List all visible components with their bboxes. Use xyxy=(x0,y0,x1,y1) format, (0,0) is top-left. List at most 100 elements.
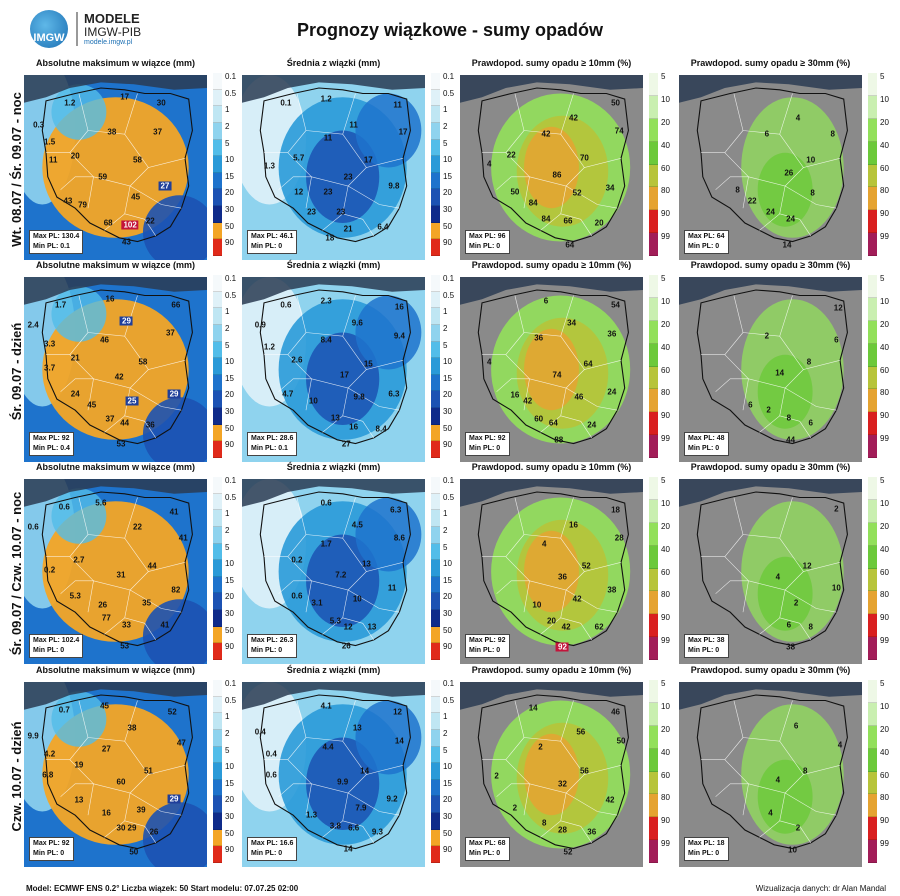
stats-line: Min PL: 0 xyxy=(33,850,65,857)
colorbar-tick-label: 0.1 xyxy=(225,679,237,688)
map-value-label: 50 xyxy=(129,847,139,857)
region-border xyxy=(496,580,530,594)
stats-line: Max PL: 26.3 xyxy=(251,637,294,644)
author-credit: Wizualizacja danych: dr Alan Mandal xyxy=(755,884,886,893)
map-value-label: 43 xyxy=(122,237,131,246)
map-value-label: 44 xyxy=(147,561,157,571)
map-value-label: 0.2 xyxy=(44,565,56,575)
colorbar-tick-label: 20 xyxy=(661,521,670,531)
precip-field xyxy=(355,700,422,775)
colorbar-swatch xyxy=(649,725,658,749)
colorbar-swatch xyxy=(649,187,658,211)
value-labels: 6 54 34 36 36 4 74 64 16 42 46 24 60 64 24 88 xyxy=(460,277,643,462)
map-value-label: 66 xyxy=(171,300,181,310)
map-value-label: 2.7 xyxy=(73,555,85,565)
map-value-label: 4.2 xyxy=(44,749,56,759)
colorbar-swatch xyxy=(868,412,877,436)
colorbar-swatch xyxy=(431,222,440,240)
stats-line: Max PL: 28.6 xyxy=(251,435,294,442)
region-border xyxy=(278,378,312,392)
map-value-label: 12 xyxy=(393,707,402,717)
colorbar-swatch xyxy=(649,164,658,188)
panel-title: Prawdopod. sumy opadu ≥ 30mm (%) xyxy=(690,58,851,68)
colorbar-swatch xyxy=(868,141,877,165)
map-value-label: 27 xyxy=(158,181,172,191)
precip-field xyxy=(757,152,813,227)
stats-box: Max PL: 92 Min PL: 0 xyxy=(29,837,74,861)
colorbar-swatch xyxy=(868,748,877,772)
map-value-label: 35 xyxy=(142,598,152,608)
region-border xyxy=(342,415,375,439)
colorbar-swatch xyxy=(649,412,658,436)
pct-colorbar xyxy=(649,680,658,863)
colorbar-tick-label: 10 xyxy=(443,762,452,772)
map-value-label: 0.9 xyxy=(254,320,266,330)
colorbar-swatch xyxy=(431,543,440,561)
map-value-label: 41 xyxy=(160,620,170,630)
colorbar-tick-label: 2 xyxy=(225,121,230,131)
colorbar-swatch xyxy=(431,713,440,730)
colorbar-swatch xyxy=(213,576,222,594)
colorbar-swatch xyxy=(649,545,658,569)
colorbar-tick-label: 99 xyxy=(661,636,670,646)
colorbar-tick-label: 2 xyxy=(225,728,230,738)
stats-line: Max PL: 92 xyxy=(469,435,506,442)
map-value-label: 16 xyxy=(394,302,404,312)
forecast-map: 14 46 56 50 2 56 2 32 42 2 8 28 36 52 Max PL: 68 Min PL… xyxy=(460,682,643,867)
forecast-map: 12 2 6 14 8 6 2 8 6 44 Max PL: 48 Min PL: 0 xyxy=(679,277,862,462)
colorbar-tick-label: 50 xyxy=(225,625,234,635)
precip-field xyxy=(142,802,207,867)
map-value-label: 6 xyxy=(793,721,799,731)
map-value-label: 8 xyxy=(810,188,815,198)
region-border xyxy=(715,783,749,797)
colorbar-swatch xyxy=(431,643,440,660)
map-value-label: 10 xyxy=(806,155,816,165)
colorbar-swatch xyxy=(431,680,440,697)
map-value-label: 2 xyxy=(764,331,770,341)
map-value-label: 2 xyxy=(494,771,499,781)
colorbar-swatch xyxy=(649,794,658,818)
stats-line: Max PL: 102.4 xyxy=(33,637,80,644)
region-border xyxy=(264,295,307,355)
region-border xyxy=(46,295,89,355)
map-value-label: 74 xyxy=(552,370,562,380)
colorbar-tick-label: 80 xyxy=(880,793,889,803)
region-border xyxy=(60,176,94,190)
map-value-label: 53 xyxy=(120,641,130,650)
map-value-label: 12 xyxy=(833,303,843,313)
stats-line: Min PL: 0.1 xyxy=(33,243,70,250)
panel-title: Prawdopod. sumy opadu ≥ 10mm (%) xyxy=(471,260,632,270)
region-border xyxy=(715,176,749,190)
colorbar-tick-label: 20 xyxy=(661,724,670,734)
map-value-label: 8 xyxy=(786,413,792,423)
country-border xyxy=(477,289,629,445)
map-value-label: 11 xyxy=(49,155,58,165)
map-value-label: 10 xyxy=(831,583,841,593)
region-border xyxy=(482,497,525,557)
colorbar-swatch xyxy=(649,591,658,615)
map-value-label: 5.3 xyxy=(329,616,341,626)
map-value-label: 27 xyxy=(341,439,351,448)
stats-box: Max PL: 130.4 Min PL: 0.1 xyxy=(29,230,84,254)
colorbar-tick-label: 0.1 xyxy=(443,72,455,81)
map-value-label: 9.6 xyxy=(351,318,363,328)
colorbar-tick-label: 60 xyxy=(880,365,889,375)
colorbar-swatch xyxy=(868,210,877,234)
baltic-sea xyxy=(24,682,207,710)
map-value-label: 44 xyxy=(786,435,796,445)
colorbar-swatch xyxy=(868,817,877,841)
colorbar-swatch xyxy=(213,526,222,544)
colorbar-tick-label: 5 xyxy=(661,476,666,485)
colorbar-swatch xyxy=(649,95,658,119)
map-value-label: 36 xyxy=(607,329,617,339)
colorbar-swatch xyxy=(649,568,658,592)
map-value-label: 45 xyxy=(100,701,109,711)
colorbar-swatch xyxy=(213,172,222,190)
colorbar-swatch xyxy=(213,89,222,107)
forecast-map: 2 12 4 10 2 6 8 38 Max PL: 38 Min PL: 0 xyxy=(679,479,862,664)
region-border xyxy=(60,378,94,392)
region-border xyxy=(560,538,622,572)
map-value-label: 11 xyxy=(323,133,333,143)
map-value-label: 0.4 xyxy=(265,749,277,759)
colorbar-tick-label: 2 xyxy=(225,323,230,333)
